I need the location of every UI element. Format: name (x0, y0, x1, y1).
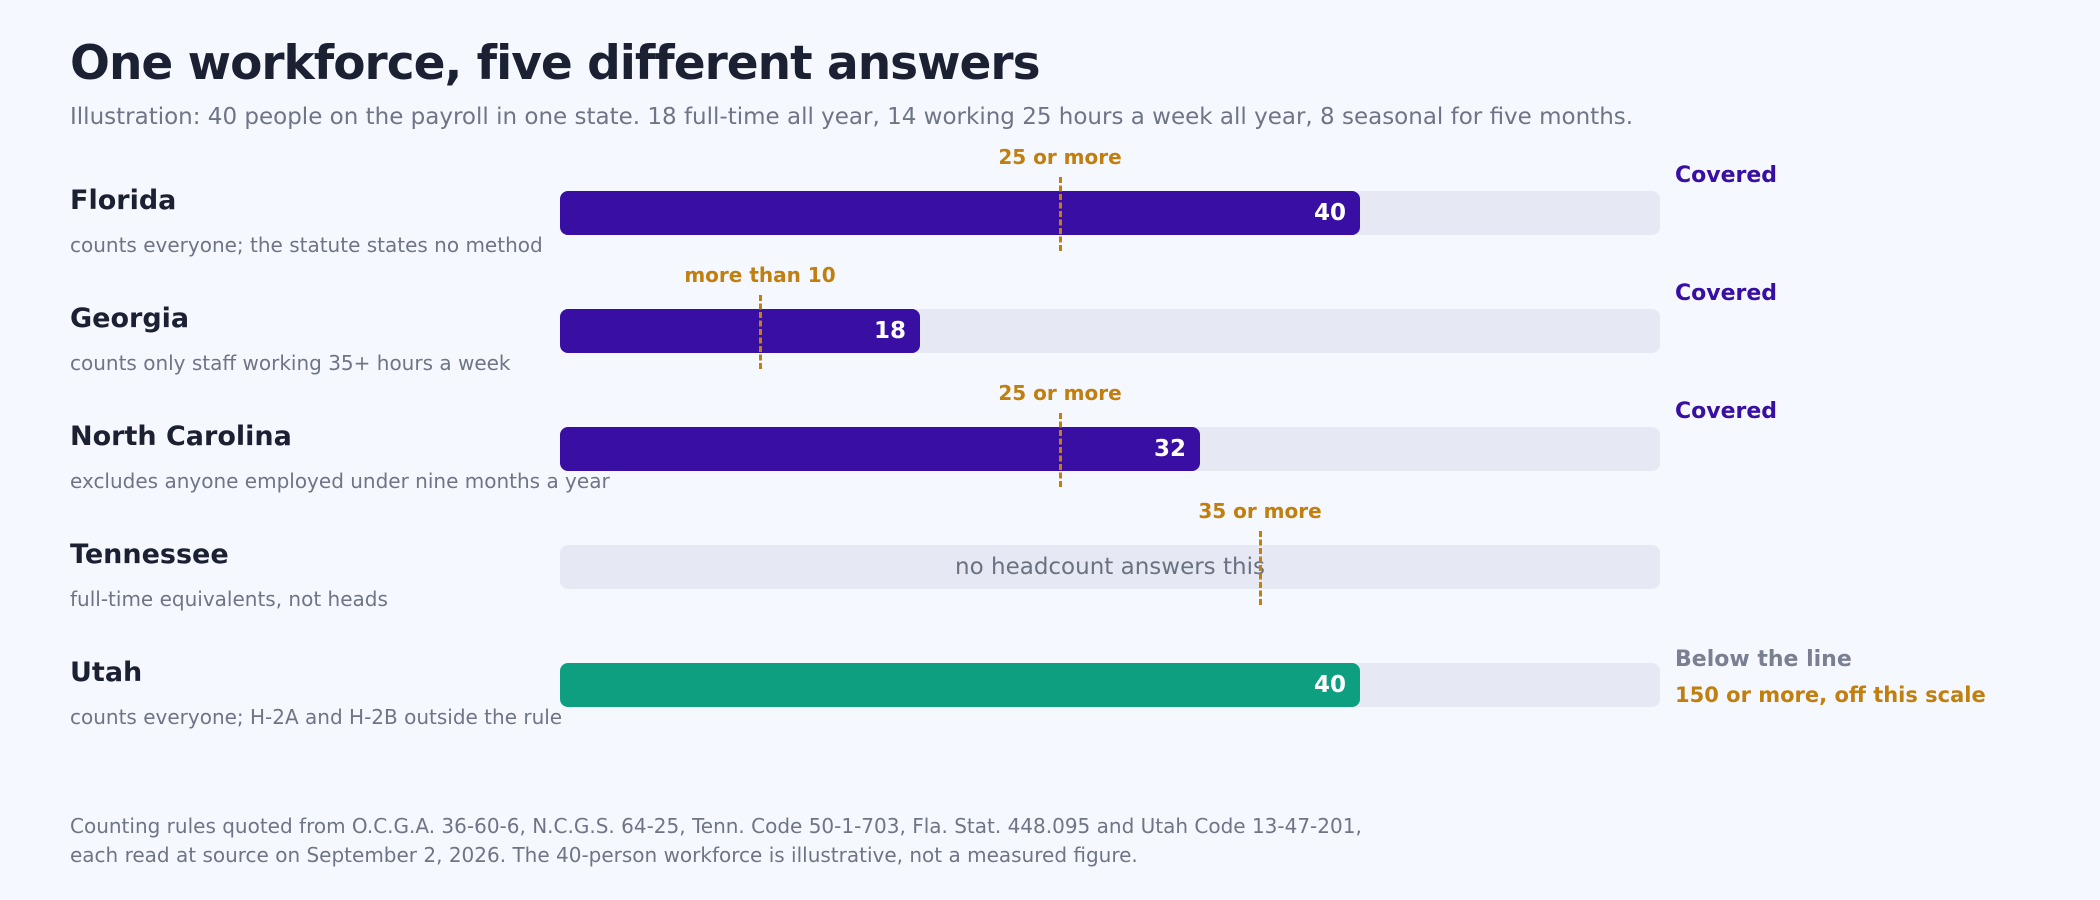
georgia-value-label: 18 (873, 318, 906, 344)
north-carolina-threshold-line (1059, 413, 1062, 487)
georgia-track: 18 (560, 309, 1660, 353)
tennessee-no-headcount-note: no headcount answers this (955, 554, 1265, 580)
tennessee-note: full-time equivalents, not heads (70, 587, 388, 611)
tennessee-threshold-line (1259, 531, 1262, 605)
north-carolina-value-label: 32 (1153, 436, 1186, 462)
chart-subtitle: Illustration: 40 people on the payroll i… (70, 104, 1634, 130)
utah-value-label: 40 (1313, 672, 1346, 698)
florida-threshold-label: 25 or more (998, 145, 1122, 169)
tennessee-label: Tennessee (70, 539, 229, 570)
florida-threshold-line (1059, 177, 1062, 251)
north-carolina-verdict: Covered (1675, 399, 1778, 424)
source-note-line-1: Counting rules quoted from O.C.G.A. 36-6… (70, 814, 1362, 838)
utah-verdict: Below the line (1675, 647, 1852, 672)
florida-value-label: 40 (1313, 200, 1346, 226)
georgia-label: Georgia (70, 303, 190, 334)
georgia-note: counts only staff working 35+ hours a we… (70, 351, 511, 375)
utah-verdict-note: 150 or more, off this scale (1675, 683, 1986, 707)
north-carolina-note: excludes anyone employed under nine mont… (70, 469, 610, 493)
florida-track: 40 (560, 191, 1660, 235)
north-carolina-track: 32 (560, 427, 1660, 471)
florida-note: counts everyone; the statute states no m… (70, 233, 543, 257)
tennessee-threshold-label: 35 or more (1198, 499, 1322, 523)
utah-track: 40 (560, 663, 1660, 707)
tennessee-track: no headcount answers this (560, 545, 1660, 589)
north-carolina-bar: 32 (560, 427, 1200, 471)
georgia-threshold-label: more than 10 (684, 263, 836, 287)
utah-label: Utah (70, 657, 143, 688)
florida-bar: 40 (560, 191, 1360, 235)
utah-bar: 40 (560, 663, 1360, 707)
georgia-threshold-line (759, 295, 762, 369)
florida-label: Florida (70, 185, 177, 216)
florida-verdict: Covered (1675, 163, 1778, 188)
chart-title: One workforce, five different answers (70, 36, 1041, 91)
georgia-bar: 18 (560, 309, 920, 353)
north-carolina-threshold-label: 25 or more (998, 381, 1122, 405)
georgia-verdict: Covered (1675, 281, 1778, 306)
source-note: Counting rules quoted from O.C.G.A. 36-6… (70, 812, 1362, 870)
utah-note: counts everyone; H-2A and H-2B outside t… (70, 705, 563, 729)
source-note-line-2: each read at source on September 2, 2026… (70, 843, 1138, 867)
north-carolina-label: North Carolina (70, 421, 292, 452)
